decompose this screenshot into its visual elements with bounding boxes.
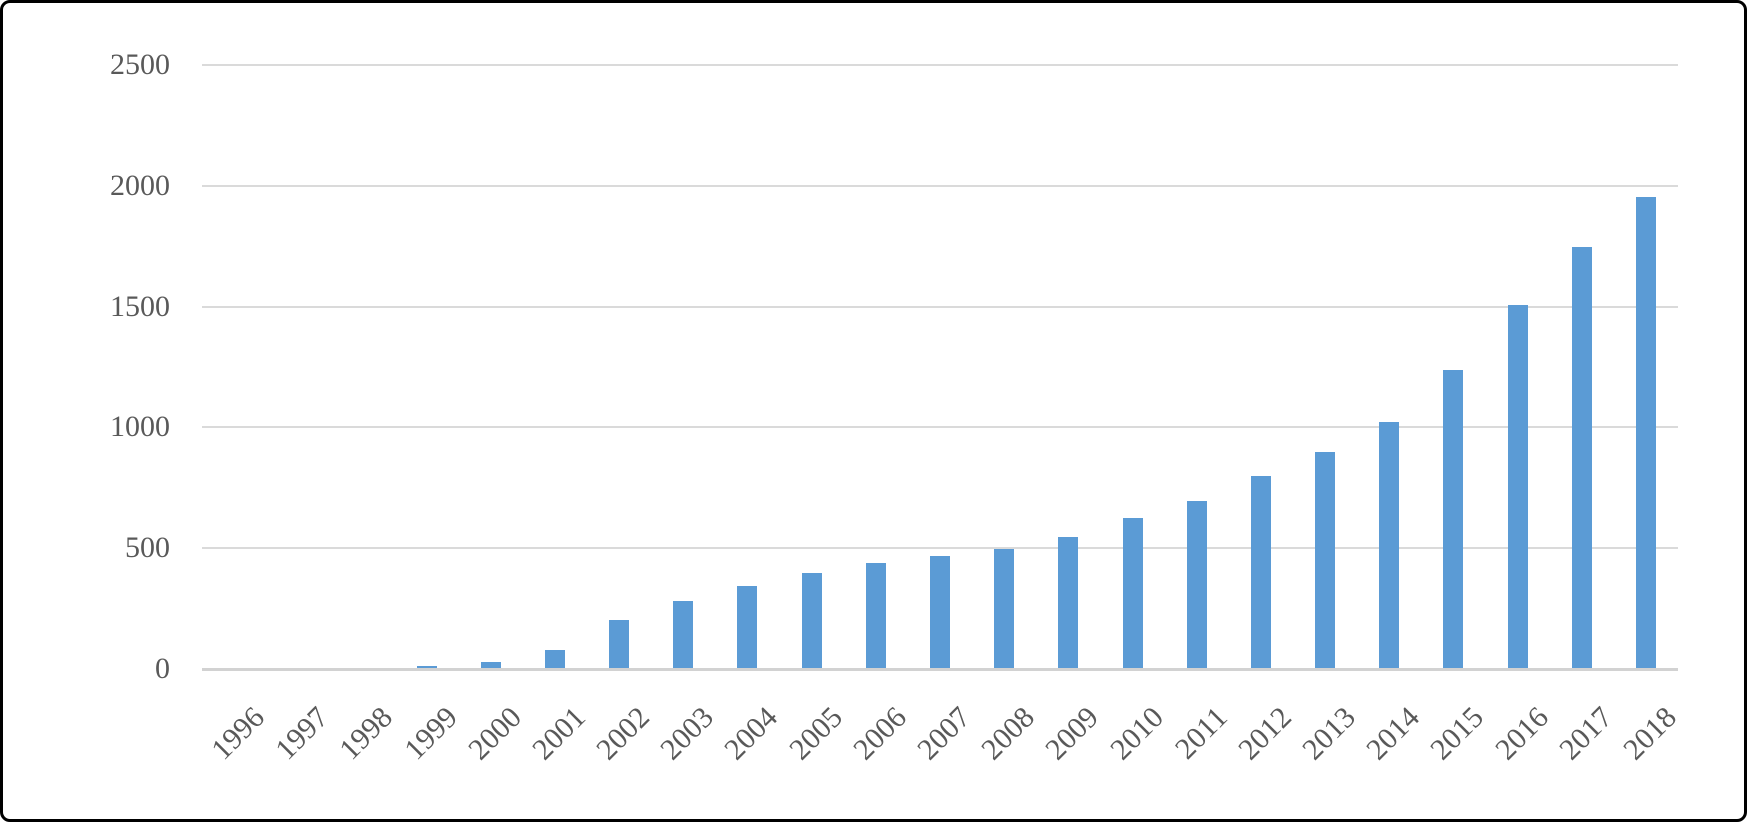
x-axis-tick-label-2002: 2002 <box>590 700 657 767</box>
x-axis-tick-label-2000: 2000 <box>461 700 528 767</box>
x-axis-tick-label-2009: 2009 <box>1039 700 1106 767</box>
x-axis-tick-label-2003: 2003 <box>654 700 721 767</box>
y-axis-tick-label-0: 0 <box>155 652 170 685</box>
x-axis-tick-label-1996: 1996 <box>205 700 271 767</box>
x-axis-tick-label-2001: 2001 <box>526 700 592 767</box>
x-axis-line <box>202 668 1678 671</box>
x-axis-tick-label-1998: 1998 <box>333 700 400 767</box>
bar-2010 <box>1122 518 1143 669</box>
x-axis-tick-label-2016: 2016 <box>1488 700 1555 767</box>
y-axis-tick-label-1500: 1500 <box>110 289 170 323</box>
gridline-2500 <box>202 64 1678 66</box>
x-axis-tick-label-2014: 2014 <box>1360 700 1427 767</box>
x-axis-tick-label-2010: 2010 <box>1103 700 1170 767</box>
bar-2009 <box>1058 536 1079 669</box>
y-axis-tick-label-2500: 2500 <box>110 48 170 81</box>
x-axis-tick-label-2007: 2007 <box>911 700 977 767</box>
x-axis-tick-label-2011: 2011 <box>1168 700 1234 766</box>
bar-2005 <box>801 573 822 669</box>
x-axis-tick-label-2004: 2004 <box>718 700 785 767</box>
bar-2007 <box>930 556 950 669</box>
bar-2002 <box>609 619 630 669</box>
y-axis-tick-labels: 0 500 1000 1500 2000 2500 <box>3 3 1744 819</box>
bar-2013 <box>1315 451 1336 669</box>
y-axis-tick-label-500: 500 <box>125 531 170 565</box>
plot-area <box>202 64 1678 671</box>
gridline-1000 <box>202 426 1678 429</box>
bar-2017 <box>1571 247 1592 669</box>
x-axis-tick-label-2012: 2012 <box>1232 700 1298 767</box>
bar-2003 <box>673 601 694 669</box>
x-axis-tick-label-2008: 2008 <box>975 700 1042 767</box>
gridline-2000 <box>202 184 1678 187</box>
bar-2012 <box>1250 476 1271 669</box>
x-axis-tick-label-2013: 2013 <box>1296 700 1362 767</box>
gridline-500 <box>202 547 1678 550</box>
bar-2015 <box>1443 369 1464 669</box>
bars-layer <box>202 65 1678 669</box>
x-axis-tick-label-2015: 2015 <box>1424 700 1491 767</box>
x-axis-tick-label-2005: 2005 <box>782 700 849 767</box>
y-axis-tick-label-2000: 2000 <box>110 168 170 202</box>
bar-2008 <box>994 549 1015 669</box>
bar-2000 <box>480 661 501 669</box>
x-axis-tick-label-2006: 2006 <box>846 700 913 767</box>
bar-2018 <box>1635 196 1656 669</box>
gridlines-layer <box>202 64 1678 669</box>
bar-2006 <box>865 563 886 669</box>
bar-2004 <box>737 585 758 669</box>
x-axis-tick-label-1999: 1999 <box>397 700 464 767</box>
bar-2016 <box>1507 305 1528 669</box>
x-axis-tick-label-2018: 2018 <box>1617 700 1683 767</box>
bar-2014 <box>1379 422 1400 669</box>
bar-1999 <box>416 665 437 669</box>
bar-2011 <box>1186 501 1207 669</box>
x-axis-tick-labels: 1996 1997 1998 1999 2000 2001 2002 2003 2004 2005… <box>3 3 1744 819</box>
gridline-1500 <box>202 305 1678 308</box>
x-axis-tick-label-2017: 2017 <box>1552 700 1619 767</box>
x-axis-tick-label-1997: 1997 <box>269 700 336 767</box>
bar-2001 <box>544 650 565 669</box>
y-axis-tick-label-1000: 1000 <box>110 410 170 444</box>
